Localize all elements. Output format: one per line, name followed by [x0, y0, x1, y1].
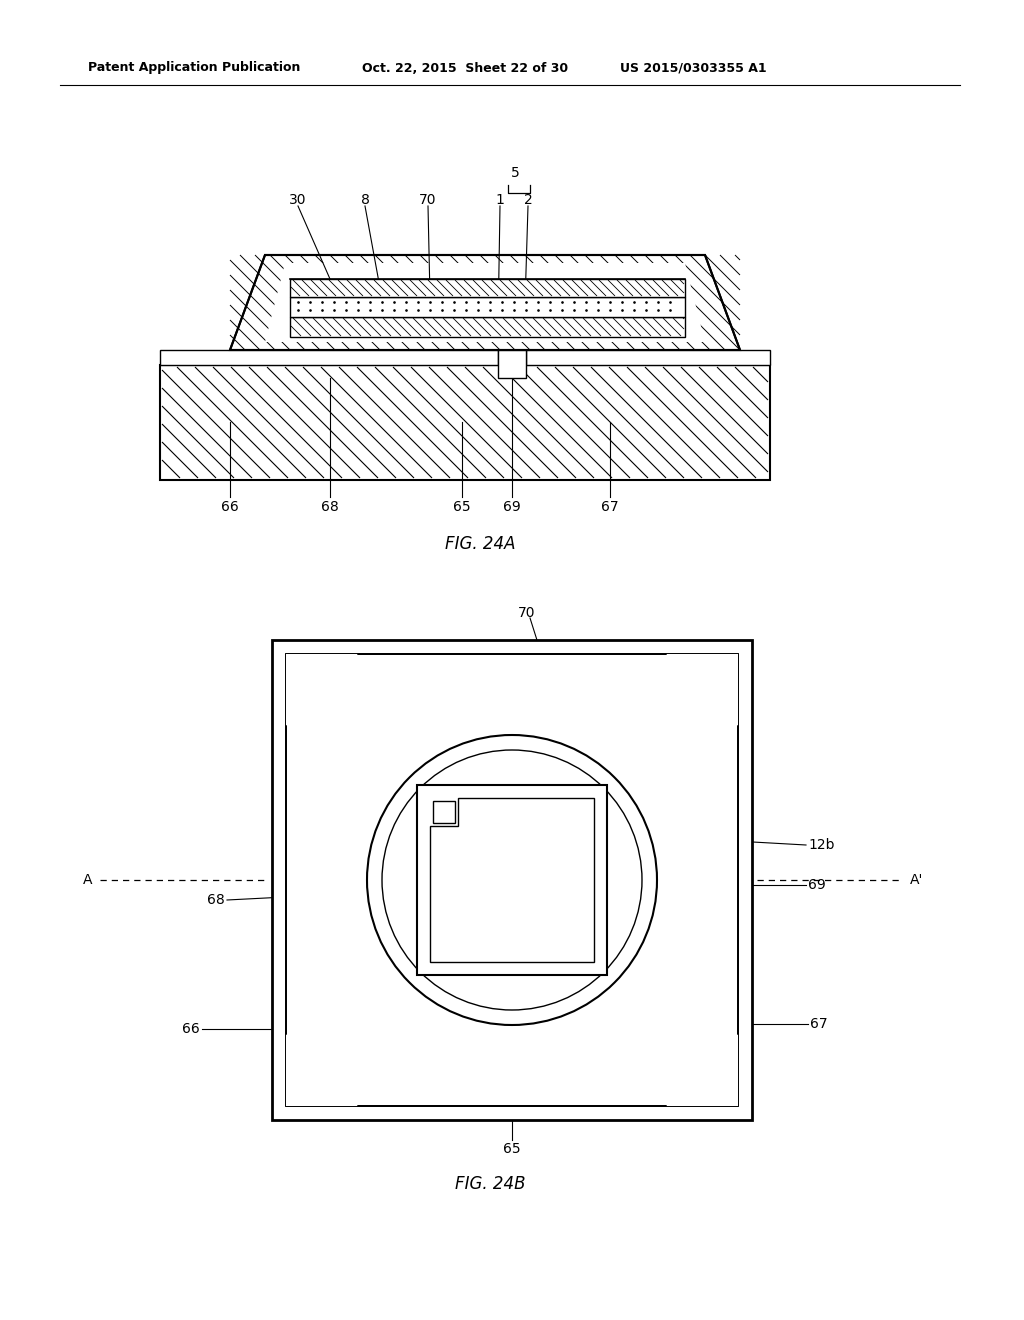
Bar	[286, 1034, 358, 1106]
Text: 1: 1	[496, 193, 505, 207]
Polygon shape	[230, 255, 740, 350]
Text: 5: 5	[511, 166, 519, 180]
Bar	[667, 1035, 737, 1105]
Text: 67: 67	[810, 1016, 827, 1031]
Bar	[498, 350, 526, 378]
Bar	[667, 655, 737, 726]
Text: 65: 65	[454, 500, 471, 513]
Bar	[286, 653, 738, 1106]
Text: FIG. 24B: FIG. 24B	[455, 1175, 525, 1193]
Text: 66: 66	[221, 500, 239, 513]
Bar	[287, 655, 358, 726]
Bar	[286, 653, 358, 726]
Circle shape	[382, 750, 642, 1010]
Bar	[666, 653, 738, 726]
Bar	[666, 1034, 738, 1106]
Polygon shape	[265, 263, 705, 342]
Text: 30: 30	[289, 193, 307, 207]
Text: 8: 8	[360, 193, 370, 207]
Bar	[433, 801, 455, 822]
Text: FIG. 24A: FIG. 24A	[444, 535, 515, 553]
Bar	[417, 785, 607, 975]
Bar	[290, 279, 685, 297]
Bar	[287, 1035, 358, 1105]
Text: 68: 68	[207, 894, 225, 907]
Text: 2: 2	[523, 193, 532, 207]
Bar	[290, 317, 685, 337]
Bar	[526, 350, 770, 366]
Bar	[160, 366, 770, 480]
Text: Oct. 22, 2015  Sheet 22 of 30: Oct. 22, 2015 Sheet 22 of 30	[362, 62, 568, 74]
Text: 69: 69	[808, 878, 825, 892]
Text: 67: 67	[601, 500, 618, 513]
Text: 69: 69	[503, 500, 521, 513]
Text: 70: 70	[518, 606, 536, 620]
Text: A: A	[83, 873, 92, 887]
Text: 66: 66	[182, 1022, 200, 1036]
Text: Patent Application Publication: Patent Application Publication	[88, 62, 300, 74]
Text: 70: 70	[419, 193, 437, 207]
Bar	[286, 653, 738, 1106]
Bar	[290, 297, 685, 317]
Bar	[272, 640, 752, 1119]
Bar	[160, 350, 498, 366]
Text: US 2015/0303355 A1: US 2015/0303355 A1	[620, 62, 767, 74]
Text: 68: 68	[322, 500, 339, 513]
Text: 65: 65	[503, 1142, 521, 1156]
Text: A': A'	[910, 873, 924, 887]
Text: 12b: 12b	[808, 838, 835, 851]
Circle shape	[367, 735, 657, 1026]
